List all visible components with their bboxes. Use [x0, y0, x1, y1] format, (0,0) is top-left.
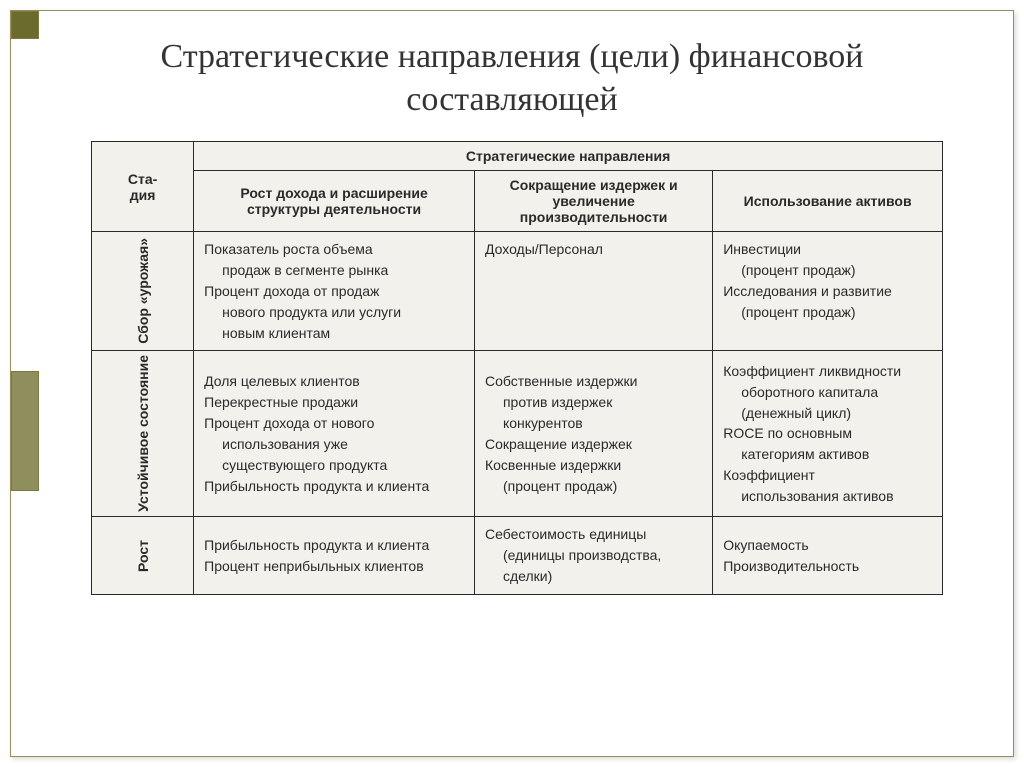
header-asset: Использование активов	[713, 171, 943, 232]
line: Окупаемость	[723, 536, 932, 555]
line: категориям активов	[723, 445, 932, 464]
line: Себестоимость единицы	[485, 525, 702, 544]
cell-harvest-cost: Доходы/Персонал	[474, 232, 712, 351]
line: Перекрестные продажи	[204, 393, 464, 412]
line: Доля целевых клиентов	[204, 372, 464, 391]
line: Прибыльность продукта и клиента	[204, 536, 464, 555]
stage-label-harvest-text: Сбор «урожая»	[135, 238, 151, 344]
row-growth: Рост Прибыльность продукта и клиента Про…	[92, 517, 943, 595]
table-container: Ста- дия Стратегические направления Рост…	[91, 141, 943, 595]
line: Доходы/Персонал	[485, 240, 702, 259]
line: использования активов	[723, 487, 932, 506]
line: Собственные издержки	[485, 372, 702, 391]
line: Инвестиции	[723, 240, 932, 259]
slide-title: Стратегические направления (цели) финанс…	[71, 36, 953, 121]
strategy-table: Ста- дия Стратегические направления Рост…	[91, 141, 943, 595]
row-sustain: Устойчивое состояние Доля целевых клиент…	[92, 351, 943, 517]
accent-square-side	[11, 371, 39, 491]
header-stage-line2: дия	[130, 187, 156, 203]
header-directions: Стратегические направления	[194, 142, 943, 171]
slide-frame: Стратегические направления (цели) финанс…	[10, 10, 1014, 757]
line: Процент дохода от продаж	[204, 282, 464, 301]
header-stage-line1: Ста-	[128, 171, 157, 187]
cell-sustain-cost: Собственные издержки против издержек кон…	[474, 351, 712, 517]
cell-harvest-asset: Инвестиции (процент продаж) Исследования…	[713, 232, 943, 351]
stage-label-growth: Рост	[92, 517, 194, 595]
line: (процент продаж)	[485, 477, 702, 496]
stage-label-sustain: Устойчивое состояние	[92, 351, 194, 517]
line: Процент дохода от нового	[204, 414, 464, 433]
cell-growth-growth: Прибыльность продукта и клиента Процент …	[194, 517, 475, 595]
line: (процент продаж)	[723, 303, 932, 322]
stage-label-sustain-text: Устойчивое состояние	[135, 355, 151, 512]
line: Производительность	[723, 557, 932, 576]
header-cost: Сокращение издержек и увеличение произво…	[474, 171, 712, 232]
line: Показатель роста объема	[204, 240, 464, 259]
stage-label-harvest: Сбор «урожая»	[92, 232, 194, 351]
line: Косвенные издержки	[485, 456, 702, 475]
cell-growth-cost: Себестоимость единицы (единицы производс…	[474, 517, 712, 595]
line: (денежный цикл)	[723, 404, 932, 423]
line: против издержек	[485, 393, 702, 412]
cell-sustain-growth: Доля целевых клиентов Перекрестные прода…	[194, 351, 475, 517]
line: Коэффициент	[723, 466, 932, 485]
header-stage: Ста- дия	[92, 142, 194, 232]
line: использования уже	[204, 435, 464, 454]
line: ROCE по основным	[723, 424, 932, 443]
header-growth: Рост дохода и расширение структуры деяте…	[194, 171, 475, 232]
cell-growth-asset: Окупаемость Производительность	[713, 517, 943, 595]
line: Прибыльность продукта и клиента	[204, 477, 464, 496]
line: (процент продаж)	[723, 261, 932, 280]
line: сделки)	[485, 567, 702, 586]
cell-harvest-growth: Показатель роста объема продаж в сегмент…	[194, 232, 475, 351]
header-row-1: Ста- дия Стратегические направления	[92, 142, 943, 171]
header-row-2: Рост дохода и расширение структуры деяте…	[92, 171, 943, 232]
line: существующего продукта	[204, 456, 464, 475]
accent-square-top	[11, 11, 39, 39]
line: Исследования и развитие	[723, 282, 932, 301]
line: Сокращение издержек	[485, 435, 702, 454]
line: Коэффициент ликвидности	[723, 362, 932, 381]
line: нового продукта или услуги	[204, 303, 464, 322]
cell-sustain-asset: Коэффициент ликвидности оборотного капит…	[713, 351, 943, 517]
line: продаж в сегменте рынка	[204, 261, 464, 280]
stage-label-growth-text: Рост	[135, 540, 151, 572]
row-harvest: Сбор «урожая» Показатель роста объема пр…	[92, 232, 943, 351]
line: Процент неприбыльных клиентов	[204, 557, 464, 576]
line: новым клиентам	[204, 324, 464, 343]
line: (единицы производства,	[485, 546, 702, 565]
line: конкурентов	[485, 414, 702, 433]
line: оборотного капитала	[723, 383, 932, 402]
